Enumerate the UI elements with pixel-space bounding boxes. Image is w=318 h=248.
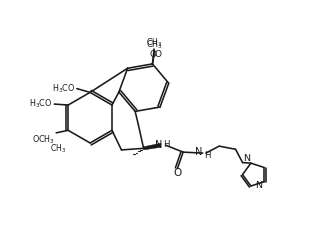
Text: N: N [243, 154, 250, 162]
Polygon shape [144, 143, 161, 150]
Text: OCH$_3$: OCH$_3$ [32, 133, 55, 146]
Text: N: N [155, 140, 162, 150]
Text: N: N [255, 181, 262, 190]
Text: O: O [149, 50, 156, 59]
Text: H$_3$CO: H$_3$CO [52, 82, 75, 95]
Text: N: N [195, 148, 202, 157]
Text: CH$_3$: CH$_3$ [50, 142, 66, 155]
Text: O: O [154, 50, 161, 59]
Text: H: H [204, 151, 211, 160]
Text: O: O [173, 168, 182, 178]
Text: CH$_3$: CH$_3$ [146, 37, 162, 49]
Text: H: H [163, 140, 170, 149]
Text: H$_3$CO: H$_3$CO [29, 98, 53, 110]
Text: CH$_3$: CH$_3$ [146, 39, 162, 51]
